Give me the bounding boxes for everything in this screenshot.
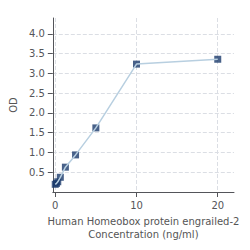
- svg-text:3.5: 3.5: [29, 48, 45, 59]
- svg-text:10: 10: [130, 200, 143, 211]
- svg-text:4.0: 4.0: [29, 28, 45, 39]
- svg-text:1.0: 1.0: [29, 147, 45, 158]
- svg-text:0: 0: [52, 200, 58, 211]
- svg-text:2.0: 2.0: [29, 107, 45, 118]
- svg-text:2.5: 2.5: [29, 88, 45, 99]
- svg-text:OD: OD: [8, 97, 19, 113]
- svg-text:3.0: 3.0: [29, 68, 45, 79]
- svg-text:0.5: 0.5: [29, 167, 45, 178]
- svg-text:1.5: 1.5: [29, 127, 45, 138]
- svg-text:Human Homeobox protein engrail: Human Homeobox protein engrailed-2: [47, 216, 239, 227]
- svg-text:20: 20: [211, 200, 224, 211]
- svg-text:Concentration (ng/ml): Concentration (ng/ml): [88, 229, 198, 240]
